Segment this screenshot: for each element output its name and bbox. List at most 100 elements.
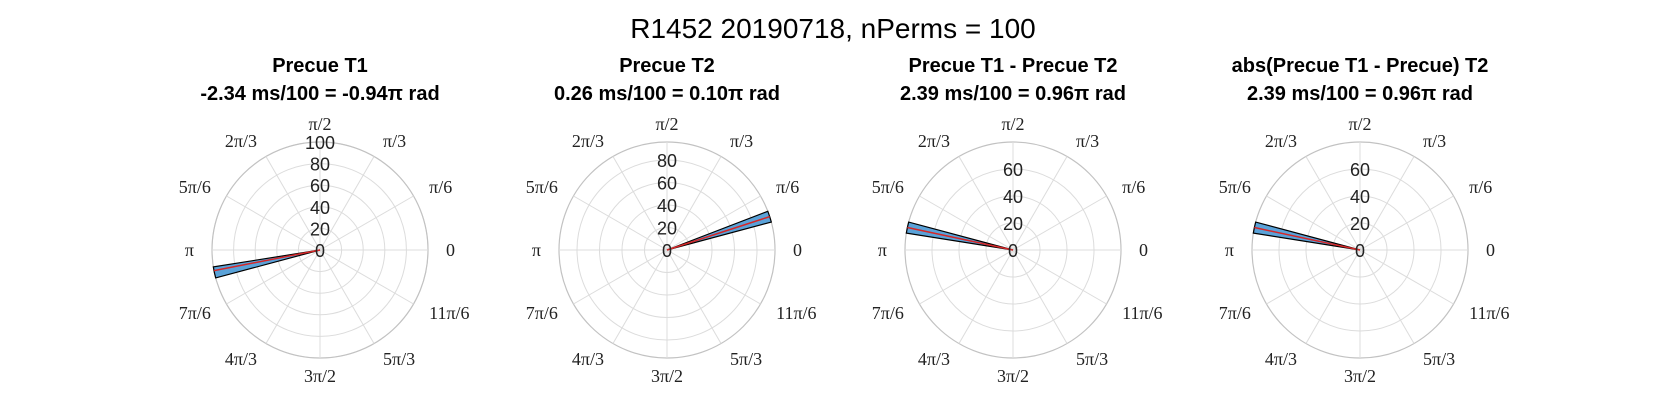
angle-tick-label: 3π/2 bbox=[651, 366, 683, 386]
angular-gridline bbox=[666, 249, 722, 344]
panel-subtitle: 0.26 ms/100 = 0.10π rad bbox=[554, 83, 780, 105]
radial-tick-label: 40 bbox=[1350, 187, 1370, 207]
radial-tick-label: 60 bbox=[1003, 160, 1023, 180]
angle-tick-label: 0 bbox=[793, 240, 802, 260]
radial-tick-label: 20 bbox=[1350, 214, 1370, 234]
angle-tick-label: 11π/6 bbox=[776, 303, 816, 323]
panel-title: Precue T1 bbox=[272, 55, 368, 77]
angular-gridline bbox=[319, 249, 375, 344]
radial-tick-label: 80 bbox=[310, 155, 330, 175]
radial-tick-label: 100 bbox=[305, 133, 335, 153]
angular-gridline bbox=[1266, 249, 1361, 305]
angle-tick-label: 3π/2 bbox=[1344, 366, 1376, 386]
angle-tick-label: π/3 bbox=[383, 131, 406, 151]
radial-tick-label: 40 bbox=[657, 196, 677, 216]
angle-tick-label: 4π/3 bbox=[918, 349, 950, 369]
angular-gridline bbox=[1266, 195, 1361, 251]
polar-panel-2: Precue T2 0.26 ms/100 = 0.10π rad 0 π/6 π/3 π… bbox=[526, 55, 817, 386]
angular-gridline bbox=[666, 195, 761, 251]
angle-tick-label: π/6 bbox=[776, 177, 799, 197]
angle-tick-label: 11π/6 bbox=[429, 303, 469, 323]
polar-panel-1: Precue T1 -2.34 ms/100 = -0.94π rad 0 π/6 π/… bbox=[179, 55, 470, 386]
angle-tick-label: 5π/6 bbox=[872, 177, 904, 197]
angular-gridline bbox=[319, 156, 375, 251]
angular-gridline bbox=[265, 156, 321, 251]
radial-tick-label: 60 bbox=[1350, 160, 1370, 180]
angular-gridline bbox=[919, 249, 1014, 305]
angle-tick-label: 5π/3 bbox=[730, 349, 762, 369]
angle-tick-label: 11π/6 bbox=[1122, 303, 1162, 323]
angular-gridline bbox=[1305, 156, 1361, 251]
radial-tick-label: 60 bbox=[657, 174, 677, 194]
angle-tick-label: π/6 bbox=[429, 177, 452, 197]
angle-tick-label: 4π/3 bbox=[572, 349, 604, 369]
radial-tick-label: 0 bbox=[662, 241, 672, 261]
angular-gridline bbox=[1012, 195, 1107, 251]
histogram-bar bbox=[666, 210, 773, 251]
angular-gridline bbox=[573, 195, 668, 251]
angular-gridline bbox=[1305, 249, 1361, 344]
angular-gridline bbox=[226, 195, 321, 251]
angle-tick-label: 7π/6 bbox=[1219, 303, 1251, 323]
angular-gridline bbox=[612, 156, 668, 251]
angle-tick-label: π/2 bbox=[308, 114, 331, 134]
radial-tick-label: 20 bbox=[310, 219, 330, 239]
figure-title: R1452 20190718, nPerms = 100 bbox=[630, 13, 1036, 44]
histogram-bar bbox=[212, 249, 321, 279]
radial-tick-label: 60 bbox=[310, 176, 330, 196]
polar-panel-3: Precue T1 - Precue T2 2.39 ms/100 = 0.96π… bbox=[872, 55, 1163, 386]
angle-tick-label: 3π/2 bbox=[304, 366, 336, 386]
angle-tick-label: π bbox=[878, 240, 887, 260]
angle-tick-label: 5π/6 bbox=[526, 177, 558, 197]
panel-title: Precue T1 - Precue T2 bbox=[909, 55, 1118, 77]
angle-tick-label: π/2 bbox=[1001, 114, 1024, 134]
angular-gridline bbox=[666, 156, 722, 251]
angle-tick-label: 4π/3 bbox=[225, 349, 257, 369]
polar-panel-4: abs(Precue T1 - Precue) T2 2.39 ms/100 = … bbox=[1219, 55, 1510, 386]
angle-tick-label: 2π/3 bbox=[572, 131, 604, 151]
angle-tick-label: 5π/3 bbox=[383, 349, 415, 369]
angle-tick-label: π bbox=[1225, 240, 1234, 260]
radial-tick-label: 20 bbox=[657, 219, 677, 239]
angle-tick-label: 3π/2 bbox=[997, 366, 1029, 386]
mean-direction-line bbox=[907, 226, 1014, 251]
angular-gridline bbox=[573, 249, 668, 305]
mean-direction-line bbox=[666, 215, 770, 251]
angle-tick-label: π/2 bbox=[655, 114, 678, 134]
angle-tick-label: 5π/3 bbox=[1423, 349, 1455, 369]
angle-tick-label: 0 bbox=[1486, 240, 1495, 260]
angle-tick-label: 7π/6 bbox=[179, 303, 211, 323]
angle-tick-label: π bbox=[185, 240, 194, 260]
angle-tick-label: 11π/6 bbox=[1469, 303, 1509, 323]
angle-tick-label: 0 bbox=[1139, 240, 1148, 260]
angular-gridline bbox=[1359, 249, 1415, 344]
angle-tick-label: 2π/3 bbox=[225, 131, 257, 151]
panel-subtitle: 2.39 ms/100 = 0.96π rad bbox=[900, 83, 1126, 105]
angular-gridline bbox=[1012, 156, 1068, 251]
panel-title: abs(Precue T1 - Precue) T2 bbox=[1232, 55, 1489, 77]
radial-tick-label: 80 bbox=[657, 151, 677, 171]
angle-tick-label: 5π/6 bbox=[1219, 177, 1251, 197]
histogram-bar bbox=[905, 221, 1014, 251]
radial-tick-label: 40 bbox=[310, 198, 330, 218]
mean-direction-line bbox=[213, 249, 321, 272]
radial-tick-label: 20 bbox=[1003, 214, 1023, 234]
angle-tick-label: π/3 bbox=[1076, 131, 1099, 151]
polar-panels: Precue T1 -2.34 ms/100 = -0.94π rad 0 π/6 π/… bbox=[179, 55, 1510, 386]
angle-tick-label: 4π/3 bbox=[1265, 349, 1297, 369]
angle-tick-label: π bbox=[532, 240, 541, 260]
panel-subtitle: -2.34 ms/100 = -0.94π rad bbox=[200, 83, 439, 105]
angle-tick-label: 5π/3 bbox=[1076, 349, 1108, 369]
angular-gridline bbox=[612, 249, 668, 344]
angular-gridline bbox=[265, 249, 321, 344]
angle-tick-label: π/3 bbox=[1423, 131, 1446, 151]
radial-tick-label: 40 bbox=[1003, 187, 1023, 207]
angle-tick-label: 0 bbox=[446, 240, 455, 260]
angular-gridline bbox=[1012, 249, 1107, 305]
panel-title: Precue T2 bbox=[619, 55, 715, 77]
angular-gridline bbox=[1359, 195, 1454, 251]
angle-tick-label: 7π/6 bbox=[872, 303, 904, 323]
angle-tick-label: 7π/6 bbox=[526, 303, 558, 323]
angular-gridline bbox=[958, 249, 1014, 344]
angular-gridline bbox=[1359, 249, 1454, 305]
